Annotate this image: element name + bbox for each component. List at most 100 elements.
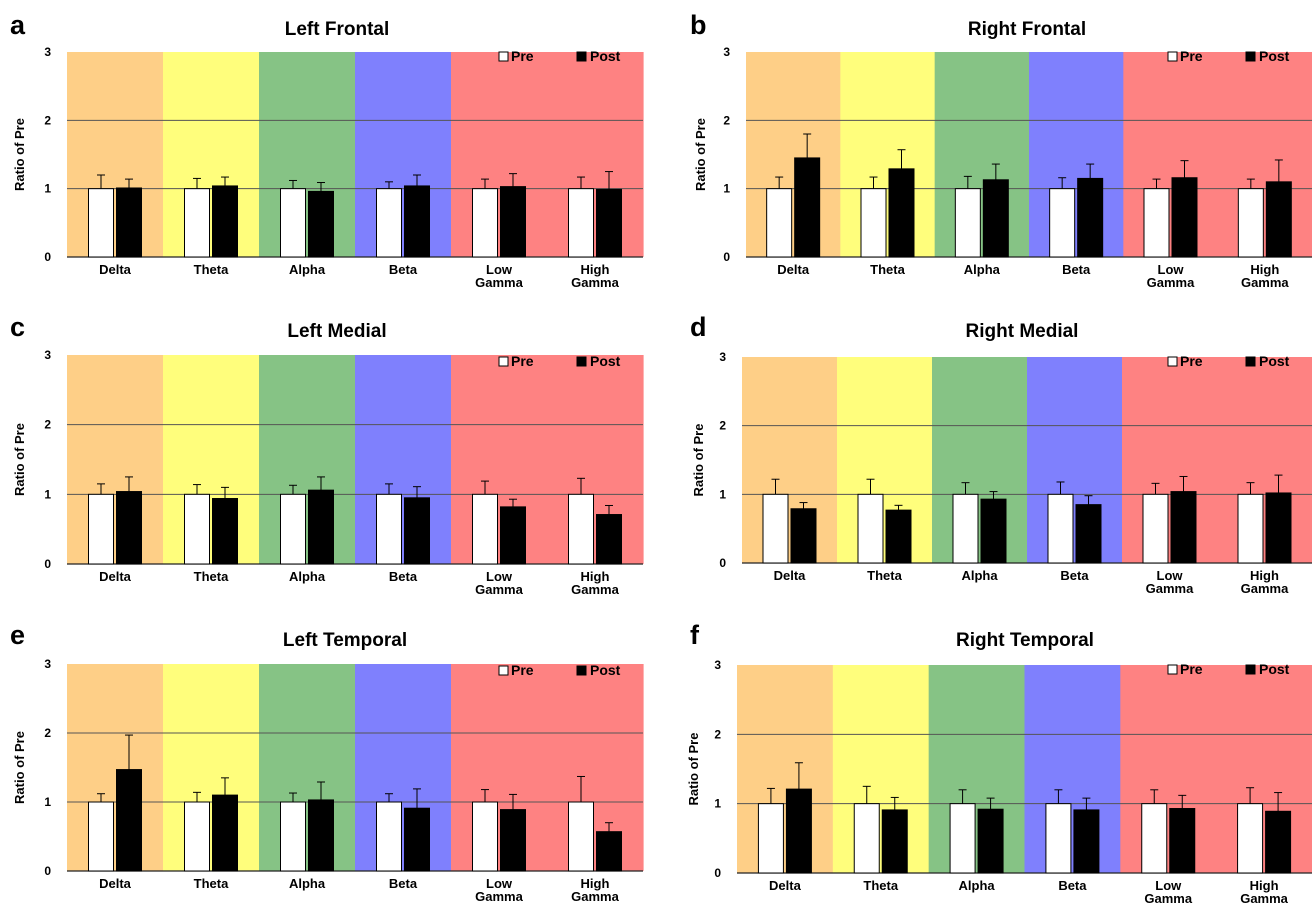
band-3 [1029, 52, 1124, 257]
pre-bar [1045, 803, 1072, 874]
y-axis-label: Ratio of Pre [12, 423, 27, 496]
x-tick-line: Gamma [1147, 275, 1195, 290]
post-bar [885, 509, 912, 564]
legend: Pre Post [1167, 48, 1290, 64]
post-bar [1077, 177, 1104, 258]
x-tick-label: Alpha [964, 262, 1001, 277]
pre-bar [1237, 493, 1264, 564]
band-4 [451, 355, 548, 564]
x-tick-line: High [1250, 878, 1279, 893]
legend-swatch-pre [498, 665, 509, 676]
pre-bar [1142, 493, 1169, 564]
x-tick-line: Theta [870, 262, 905, 277]
x-tick-label: Alpha [959, 878, 996, 893]
x-tick-label: Alpha [289, 876, 326, 891]
panel-title: Right Frontal [968, 19, 1086, 40]
post-bar [212, 794, 238, 872]
x-tick-label: Low Gamma [1146, 568, 1194, 596]
chart-panel-a: a Left Frontal Ratio of Pre 0 1 2 3 Delta Theta A… [10, 10, 644, 290]
band-0 [67, 664, 164, 871]
x-tick-line: Delta [99, 262, 132, 277]
y-tick-label: 3 [719, 350, 726, 364]
x-tick-line: Gamma [1240, 891, 1288, 904]
x-tick-label: High Gamma [1240, 878, 1288, 904]
band-3 [355, 664, 452, 871]
pre-bar [1237, 803, 1264, 874]
panel-letter: b [690, 10, 707, 40]
x-tick-line: Delta [769, 878, 802, 893]
legend-swatch-post [576, 665, 587, 676]
x-tick-line: Alpha [959, 878, 996, 893]
x-tick-line: Theta [194, 876, 229, 891]
post-bar [500, 186, 526, 258]
x-tick-label: Delta [99, 876, 132, 891]
panel-title: Left Temporal [283, 630, 407, 651]
x-tick-label: Delta [99, 262, 132, 277]
x-tick-label: Theta [863, 878, 898, 893]
x-tick-label: Beta [389, 262, 418, 277]
band-3 [1027, 357, 1123, 563]
pre-bar [1049, 188, 1076, 258]
x-tick-line: Alpha [964, 262, 1001, 277]
x-tick-label: Delta [774, 568, 807, 583]
x-tick-label: Theta [194, 569, 229, 584]
x-tick-line: Beta [389, 569, 418, 584]
band-0 [67, 52, 164, 257]
legend-label-pre: Pre [1180, 661, 1203, 677]
pre-bar [472, 801, 498, 872]
x-tick-label: Theta [870, 262, 905, 277]
chart-panel-f: f Right Temporal Ratio of Pre 0 1 2 3 Delta Thet… [686, 620, 1312, 904]
x-tick-line: High [581, 569, 610, 584]
panel-title: Right Temporal [956, 630, 1094, 651]
post-bar [500, 809, 526, 872]
post-bar [888, 168, 915, 258]
post-bar [980, 498, 1007, 564]
band-4 [1122, 357, 1218, 563]
x-tick-line: Gamma [1241, 275, 1289, 290]
legend: Pre Post [498, 48, 621, 64]
y-tick-label: 1 [44, 795, 51, 809]
post-bar [1075, 504, 1102, 564]
legend: Pre Post [498, 353, 621, 369]
y-tick-label: 2 [44, 418, 51, 432]
x-tick-label: Theta [867, 568, 902, 583]
pre-bar [952, 493, 979, 564]
y-axis-label: Ratio of Pre [12, 118, 27, 191]
x-tick-line: Low [486, 262, 513, 277]
x-tick-line: Gamma [571, 582, 619, 597]
y-tick-label: 3 [44, 45, 51, 59]
x-tick-line: Beta [1058, 878, 1087, 893]
panel-title: Left Medial [287, 321, 386, 342]
x-tick-line: Low [1158, 262, 1185, 277]
x-tick-line: Delta [99, 876, 132, 891]
x-tick-label: Beta [389, 876, 418, 891]
x-tick-label: Alpha [961, 568, 998, 583]
y-tick-label: 3 [723, 45, 730, 59]
post-bar [790, 508, 817, 564]
panel-letter: d [690, 312, 707, 342]
y-tick-label: 3 [44, 657, 51, 671]
x-tick-line: High [1250, 262, 1279, 277]
x-tick-line: Theta [867, 568, 902, 583]
band-5 [1217, 357, 1312, 563]
band-4 [451, 664, 548, 871]
post-bar [308, 799, 334, 872]
y-tick-label: 0 [719, 556, 726, 570]
x-tick-line: Theta [194, 569, 229, 584]
x-tick-label: High Gamma [1241, 568, 1289, 596]
pre-bar [857, 493, 884, 564]
x-tick-label: Low Gamma [1147, 262, 1195, 290]
post-bar [212, 498, 238, 565]
legend-swatch-pre [498, 356, 509, 367]
x-tick-line: Gamma [475, 889, 523, 904]
x-tick-label: High Gamma [571, 569, 619, 597]
x-tick-line: Delta [99, 569, 132, 584]
x-tick-line: Gamma [571, 275, 619, 290]
post-bar [212, 185, 238, 258]
band-1 [837, 357, 933, 563]
y-tick-label: 1 [723, 182, 730, 196]
x-tick-label: Low Gamma [475, 876, 523, 904]
y-tick-label: 0 [714, 866, 721, 880]
pre-bar [184, 801, 210, 872]
legend-swatch-pre [1167, 356, 1178, 367]
